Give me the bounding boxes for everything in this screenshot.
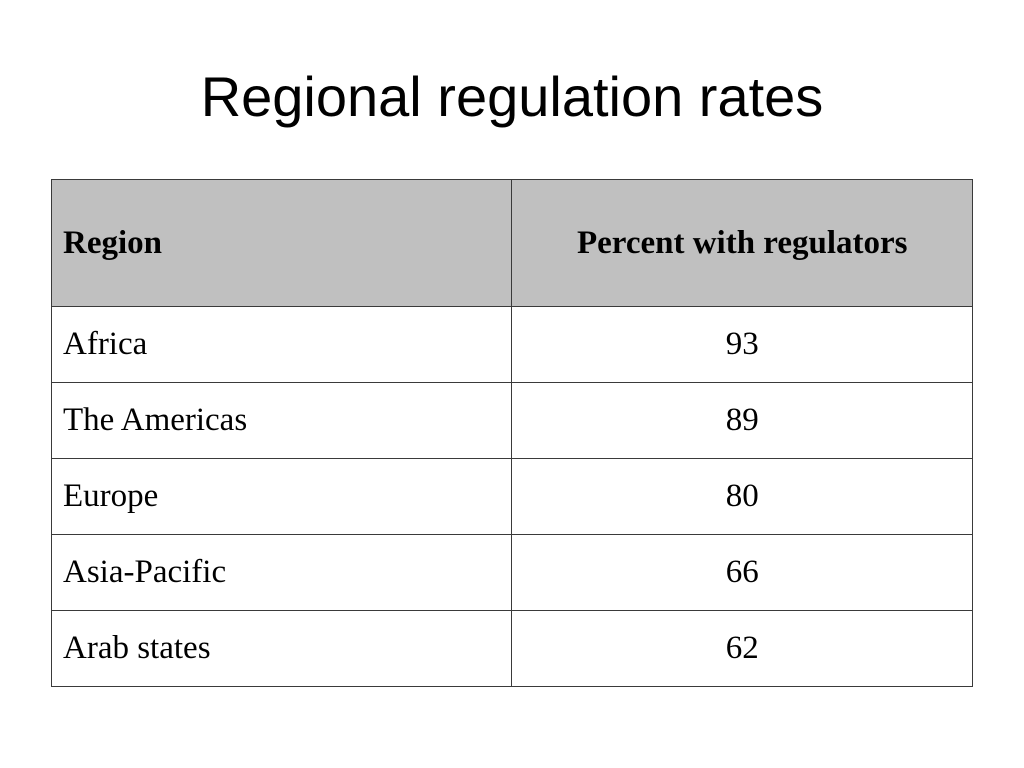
- percent-cell: 89: [511, 382, 973, 459]
- table-row: Africa 93: [50, 306, 973, 383]
- percent-cell: 80: [511, 458, 973, 535]
- table-row: The Americas 89: [50, 382, 973, 459]
- table-row: Arab states 62: [50, 610, 973, 687]
- regulation-rates-table: Region Percent with regulators Africa 93…: [50, 179, 973, 687]
- percent-cell: 93: [511, 306, 973, 383]
- header-region: Region: [50, 179, 513, 307]
- page-title: Regional regulation rates: [200, 65, 824, 128]
- region-cell: Asia-Pacific: [50, 534, 513, 611]
- table-row: Asia-Pacific 66: [50, 534, 973, 611]
- percent-cell: 62: [511, 610, 973, 687]
- header-percent-with-regulators: Percent with regulators: [511, 179, 973, 307]
- region-cell: Africa: [50, 306, 513, 383]
- percent-cell: 66: [511, 534, 973, 611]
- region-cell: Europe: [50, 458, 513, 535]
- table-header-row: Region Percent with regulators: [50, 179, 973, 307]
- table-row: Europe 80: [50, 458, 973, 535]
- region-cell: Arab states: [50, 610, 513, 687]
- region-cell: The Americas: [50, 382, 513, 459]
